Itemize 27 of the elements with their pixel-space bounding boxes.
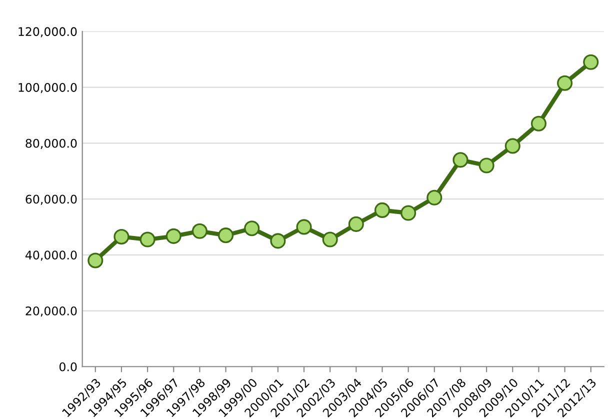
point	[192, 223, 208, 239]
point	[218, 228, 234, 244]
point	[504, 138, 520, 154]
y-tick-label: 20,000.0	[26, 306, 77, 317]
point	[426, 190, 442, 206]
point	[166, 228, 182, 244]
y-tick-label: 100,000.0	[18, 83, 77, 94]
point	[140, 232, 156, 248]
point	[583, 54, 599, 70]
point	[557, 75, 573, 91]
y-tick-label: 60,000.0	[26, 194, 77, 205]
point	[296, 219, 312, 235]
y-tick-label: 120,000.0	[18, 27, 77, 38]
point	[114, 228, 130, 245]
y-tick-label: 40,000.0	[25, 250, 77, 261]
point	[322, 232, 338, 248]
point	[88, 252, 104, 268]
point	[530, 116, 546, 132]
y-tick-label: 0.0	[59, 362, 77, 372]
point	[478, 158, 494, 174]
point	[400, 205, 416, 221]
point	[348, 216, 364, 232]
point	[452, 152, 468, 168]
point	[244, 220, 260, 236]
y-tick-label: 80,000.0	[26, 138, 77, 150]
point	[270, 233, 286, 249]
point	[374, 202, 390, 218]
